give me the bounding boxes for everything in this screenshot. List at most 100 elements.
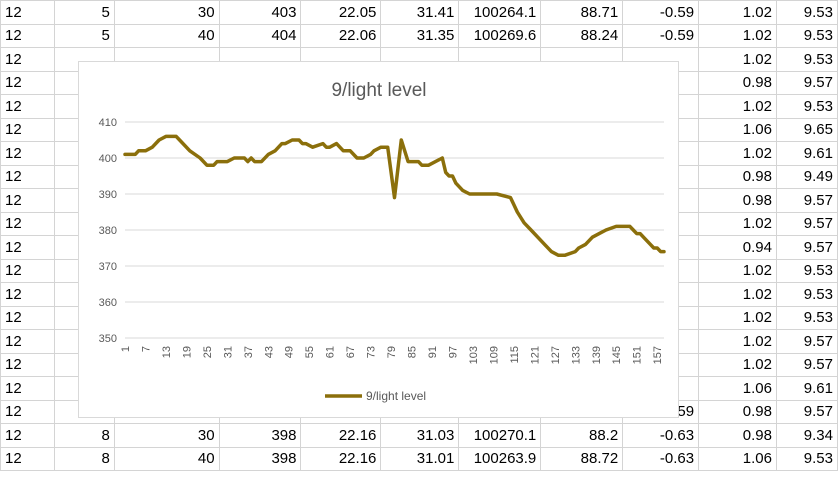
table-cell[interactable]: 1.02 xyxy=(698,0,777,25)
table-cell[interactable]: 12 xyxy=(0,258,55,283)
table-cell[interactable]: 0.98 xyxy=(698,164,777,189)
table-cell[interactable]: 1.02 xyxy=(698,47,777,72)
table-cell[interactable]: 9.61 xyxy=(775,141,838,166)
table-cell[interactable]: 9.57 xyxy=(775,70,838,95)
table-cell[interactable]: 31.03 xyxy=(380,423,460,448)
table-cell[interactable]: 1.06 xyxy=(698,117,777,142)
table-cell[interactable]: 9.57 xyxy=(775,329,838,354)
table-cell[interactable]: 88.71 xyxy=(540,0,624,25)
table-cell[interactable]: 1.02 xyxy=(698,23,777,48)
x-tick-label: 7 xyxy=(140,346,152,352)
table-cell[interactable]: 9.53 xyxy=(775,258,838,283)
table-cell[interactable]: 0.98 xyxy=(698,188,777,213)
table-cell[interactable]: 1.02 xyxy=(698,305,777,330)
table-cell[interactable]: 404 xyxy=(218,23,302,48)
table-cell[interactable]: 12 xyxy=(0,141,55,166)
table-cell[interactable]: 12 xyxy=(0,211,55,236)
table-cell[interactable]: 9.53 xyxy=(775,47,838,72)
table-cell[interactable]: 1.02 xyxy=(698,352,777,377)
table-cell[interactable]: 100263.9 xyxy=(458,446,542,471)
series-line[interactable] xyxy=(123,134,666,257)
table-cell[interactable]: 22.16 xyxy=(300,446,382,471)
table-cell[interactable]: 9.53 xyxy=(775,23,838,48)
table-cell[interactable]: 12 xyxy=(0,399,55,424)
y-tick-label: 380 xyxy=(99,225,117,237)
table-cell[interactable]: 12 xyxy=(0,164,55,189)
table-cell[interactable]: 12 xyxy=(0,117,55,142)
table-cell[interactable]: -0.59 xyxy=(622,0,700,25)
table-cell[interactable]: 12 xyxy=(0,282,55,307)
table-cell[interactable]: 22.06 xyxy=(300,23,382,48)
table-cell[interactable]: 12 xyxy=(0,305,55,330)
table-cell[interactable]: 40 xyxy=(113,23,220,48)
line-chart[interactable]: 9/light level 350 360 370 380 390 400 410 1 7 13… xyxy=(78,61,679,418)
table-cell[interactable]: 12 xyxy=(0,446,55,471)
table-cell[interactable]: 9.57 xyxy=(775,352,838,377)
table-cell[interactable]: 8 xyxy=(53,446,115,471)
table-cell[interactable]: 9.61 xyxy=(775,376,838,401)
table-cell[interactable]: 12 xyxy=(0,188,55,213)
table-cell[interactable]: 9.34 xyxy=(775,423,838,448)
table-cell[interactable]: 8 xyxy=(53,423,115,448)
table-cell[interactable]: 88.72 xyxy=(540,446,624,471)
table-cell[interactable]: 12 xyxy=(0,423,55,448)
table-cell[interactable]: 12 xyxy=(0,352,55,377)
table-cell[interactable]: 30 xyxy=(113,0,220,25)
x-tick-label: 55 xyxy=(304,346,316,358)
table-cell[interactable]: 12 xyxy=(0,94,55,119)
table-cell[interactable]: -0.63 xyxy=(622,423,700,448)
table-cell[interactable]: -0.63 xyxy=(622,446,700,471)
table-cell[interactable]: 1.02 xyxy=(698,211,777,236)
table-cell[interactable]: 9.49 xyxy=(775,164,838,189)
table-cell[interactable]: 403 xyxy=(218,0,302,25)
x-tick-label: 37 xyxy=(243,346,255,358)
table-cell[interactable]: 9.53 xyxy=(775,446,838,471)
table-cell[interactable]: 88.2 xyxy=(540,423,624,448)
table-cell[interactable]: 12 xyxy=(0,376,55,401)
table-cell[interactable]: 31.41 xyxy=(380,0,460,25)
table-cell[interactable]: 100269.6 xyxy=(458,23,542,48)
table-cell[interactable]: 9.65 xyxy=(775,117,838,142)
chart-canvas: 9/light level 350 360 370 380 390 400 410 1 7 13… xyxy=(99,80,666,403)
table-cell[interactable]: 31.35 xyxy=(380,23,460,48)
table-cell[interactable]: 1.06 xyxy=(698,446,777,471)
table-cell[interactable]: 12 xyxy=(0,235,55,260)
table-cell[interactable]: 1.02 xyxy=(698,258,777,283)
table-cell[interactable]: 12 xyxy=(0,47,55,72)
table-cell[interactable]: 9.53 xyxy=(775,282,838,307)
table-cell[interactable]: 0.94 xyxy=(698,235,777,260)
table-cell[interactable]: 1.02 xyxy=(698,141,777,166)
table-cell[interactable]: 1.02 xyxy=(698,94,777,119)
legend[interactable]: 9/light level xyxy=(325,389,426,403)
table-cell[interactable]: 12 xyxy=(0,0,55,25)
table-cell[interactable]: 40 xyxy=(113,446,220,471)
table-cell[interactable]: 5 xyxy=(53,0,115,25)
table-cell[interactable]: 12 xyxy=(0,70,55,95)
table-cell[interactable]: 0.98 xyxy=(698,423,777,448)
table-cell[interactable]: 100270.1 xyxy=(458,423,542,448)
table-cell[interactable]: -0.59 xyxy=(622,23,700,48)
table-cell[interactable]: 30 xyxy=(113,423,220,448)
table-cell[interactable]: 9.57 xyxy=(775,399,838,424)
table-cell[interactable]: 9.53 xyxy=(775,305,838,330)
table-cell[interactable]: 1.02 xyxy=(698,282,777,307)
table-cell[interactable]: 0.98 xyxy=(698,399,777,424)
table-cell[interactable]: 88.24 xyxy=(540,23,624,48)
table-cell[interactable]: 9.57 xyxy=(775,235,838,260)
table-cell[interactable]: 9.53 xyxy=(775,94,838,119)
table-cell[interactable]: 9.57 xyxy=(775,211,838,236)
table-cell[interactable]: 12 xyxy=(0,329,55,354)
table-cell[interactable]: 100264.1 xyxy=(458,0,542,25)
table-cell[interactable]: 22.16 xyxy=(300,423,382,448)
table-cell[interactable]: 398 xyxy=(218,446,302,471)
table-cell[interactable]: 1.02 xyxy=(698,329,777,354)
table-cell[interactable]: 398 xyxy=(218,423,302,448)
table-cell[interactable]: 9.53 xyxy=(775,0,838,25)
table-cell[interactable]: 31.01 xyxy=(380,446,460,471)
table-cell[interactable]: 1.06 xyxy=(698,376,777,401)
table-cell[interactable]: 22.05 xyxy=(300,0,382,25)
table-cell[interactable]: 12 xyxy=(0,23,55,48)
table-cell[interactable]: 0.98 xyxy=(698,70,777,95)
table-cell[interactable]: 5 xyxy=(53,23,115,48)
table-cell[interactable]: 9.57 xyxy=(775,188,838,213)
